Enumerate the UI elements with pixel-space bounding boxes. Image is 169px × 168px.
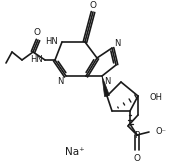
Text: Na⁺: Na⁺ <box>65 147 85 157</box>
Text: O: O <box>90 1 96 10</box>
Text: HN: HN <box>30 54 43 64</box>
Text: OH: OH <box>149 93 162 101</box>
Text: O: O <box>33 28 41 37</box>
Text: N: N <box>104 76 110 86</box>
Polygon shape <box>102 76 109 97</box>
Text: HN: HN <box>45 37 58 47</box>
Text: N: N <box>58 76 64 86</box>
Text: O: O <box>134 154 140 163</box>
Text: O⁻: O⁻ <box>156 128 167 136</box>
Text: N: N <box>114 39 120 49</box>
Text: P: P <box>134 131 140 139</box>
